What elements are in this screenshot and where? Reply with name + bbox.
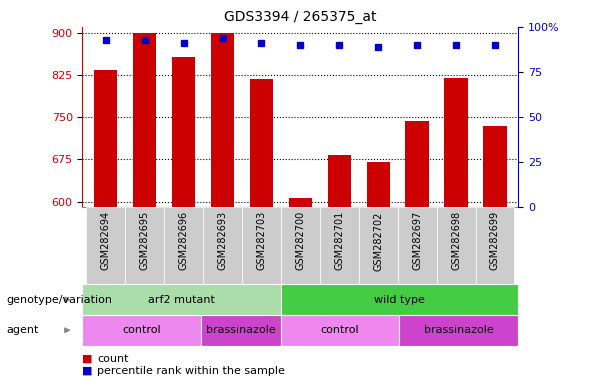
Bar <box>281 207 320 284</box>
Bar <box>289 198 312 207</box>
Bar <box>211 33 234 207</box>
Bar <box>172 57 196 207</box>
Bar <box>405 121 429 207</box>
Text: GSM282701: GSM282701 <box>335 211 345 270</box>
Bar <box>164 207 203 284</box>
Bar <box>444 78 468 207</box>
Text: ■: ■ <box>82 366 93 376</box>
Text: GSM282700: GSM282700 <box>296 211 305 270</box>
Bar <box>133 33 157 207</box>
Bar <box>242 207 281 284</box>
Bar <box>87 207 125 284</box>
Bar <box>359 207 398 284</box>
Text: GSM282697: GSM282697 <box>412 211 422 270</box>
Text: GSM282699: GSM282699 <box>490 211 500 270</box>
Bar <box>82 315 201 346</box>
Bar <box>398 207 436 284</box>
Text: brassinazole: brassinazole <box>206 325 276 335</box>
Text: control: control <box>320 325 359 335</box>
Text: ■: ■ <box>82 354 93 364</box>
Bar <box>250 79 273 207</box>
Text: count: count <box>97 354 128 364</box>
Bar <box>203 207 242 284</box>
Bar <box>125 207 164 284</box>
Text: brassinazole: brassinazole <box>424 325 494 335</box>
Text: GSM282695: GSM282695 <box>140 211 150 270</box>
Text: GSM282702: GSM282702 <box>373 211 383 271</box>
Text: GSM282703: GSM282703 <box>256 211 266 270</box>
Bar <box>399 315 518 346</box>
Text: control: control <box>123 325 161 335</box>
Bar <box>94 70 117 207</box>
Text: genotype/variation: genotype/variation <box>6 295 112 305</box>
Bar <box>436 207 475 284</box>
Title: GDS3394 / 265375_at: GDS3394 / 265375_at <box>224 10 376 25</box>
Bar <box>484 126 507 207</box>
Bar <box>280 315 399 346</box>
Text: GSM282698: GSM282698 <box>451 211 461 270</box>
Bar <box>366 162 390 207</box>
Bar <box>280 284 518 315</box>
Text: arf2 mutant: arf2 mutant <box>148 295 215 305</box>
Text: GSM282693: GSM282693 <box>217 211 227 270</box>
Text: agent: agent <box>6 325 38 335</box>
Text: GSM282696: GSM282696 <box>178 211 188 270</box>
Bar <box>201 315 280 346</box>
Bar <box>82 284 280 315</box>
Bar <box>327 156 351 207</box>
Bar <box>320 207 359 284</box>
Text: wild type: wild type <box>374 295 425 305</box>
Text: percentile rank within the sample: percentile rank within the sample <box>97 366 285 376</box>
Bar <box>475 207 514 284</box>
Text: GSM282694: GSM282694 <box>101 211 111 270</box>
